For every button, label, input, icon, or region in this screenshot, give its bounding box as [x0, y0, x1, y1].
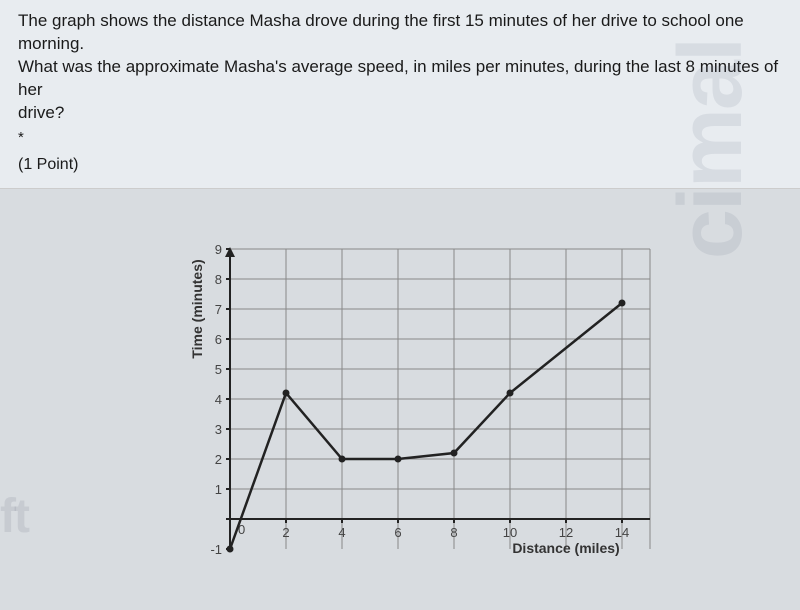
svg-text:2: 2 — [282, 525, 289, 540]
required-asterisk: * — [18, 129, 782, 146]
y-axis-label: Time (minutes) — [189, 259, 205, 358]
svg-text:-1: -1 — [210, 542, 222, 557]
points-label: (1 Point) — [18, 156, 782, 174]
svg-text:12: 12 — [559, 525, 573, 540]
svg-text:4: 4 — [215, 392, 222, 407]
svg-text:10: 10 — [503, 525, 517, 540]
svg-text:9: 9 — [215, 242, 222, 257]
left-watermark: ft — [0, 489, 28, 544]
x-axis-label: Distance (miles) — [512, 540, 619, 556]
svg-text:3: 3 — [215, 422, 222, 437]
question-line-2: What was the approximate Masha's average… — [18, 56, 782, 102]
svg-text:7: 7 — [215, 302, 222, 317]
svg-text:6: 6 — [394, 525, 401, 540]
question-line-1: The graph shows the distance Masha drove… — [18, 10, 782, 56]
svg-text:8: 8 — [450, 525, 457, 540]
svg-text:8: 8 — [215, 272, 222, 287]
line-chart: -101234567892468101214Time (minutes)Dist… — [180, 219, 680, 599]
svg-text:4: 4 — [338, 525, 345, 540]
question-line-3: drive? — [18, 102, 782, 125]
svg-text:2: 2 — [215, 452, 222, 467]
svg-text:6: 6 — [215, 332, 222, 347]
question-container: The graph shows the distance Masha drove… — [0, 0, 800, 189]
svg-text:5: 5 — [215, 362, 222, 377]
svg-text:1: 1 — [215, 482, 222, 497]
chart-area: ft cimal -101234567892468101214Time (min… — [0, 189, 800, 609]
svg-text:14: 14 — [615, 525, 629, 540]
